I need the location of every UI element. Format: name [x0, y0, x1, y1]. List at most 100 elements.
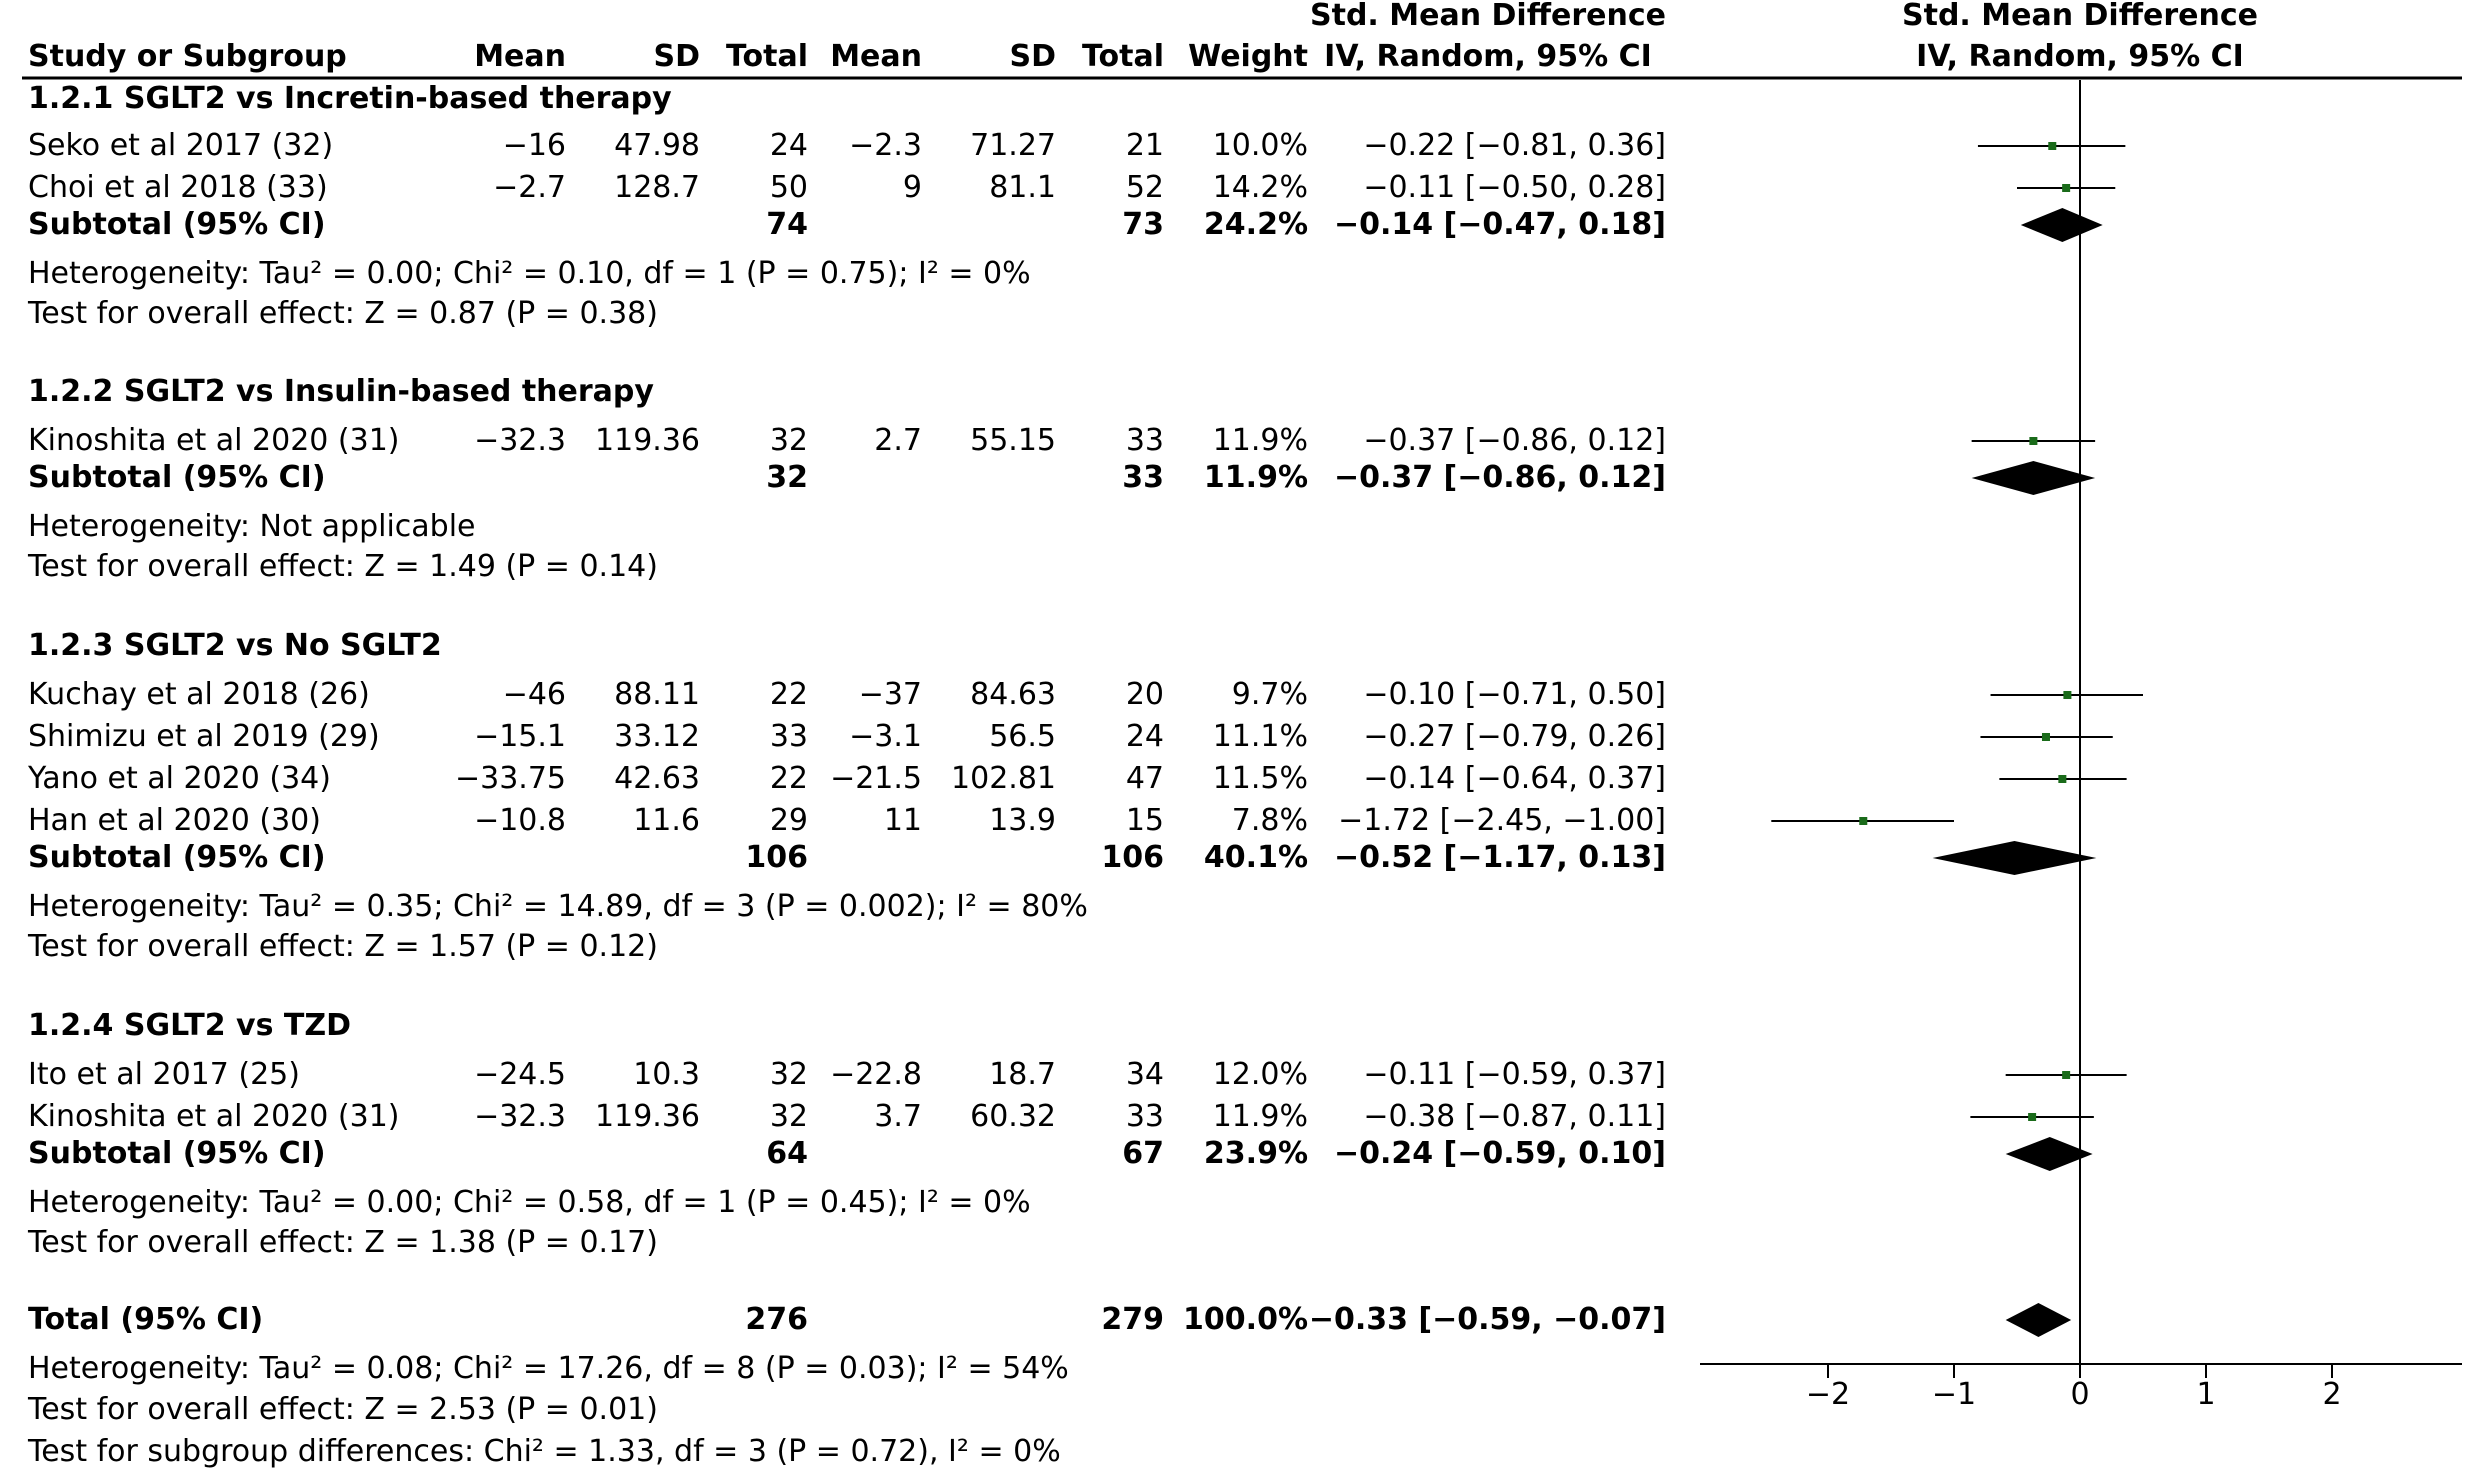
total-heterogeneity-text: Heterogeneity: Tau² = 0.08; Chi² = 17.26… — [28, 1351, 1069, 1386]
study-total-2: 52 — [1125, 170, 1164, 205]
subtotal-ci: −0.52 [−1.17, 0.13] — [1333, 840, 1666, 875]
pooled-diamond — [1971, 461, 2096, 495]
study-total-1: 50 — [769, 170, 808, 205]
study-name: Kinoshita et al 2020 (31) — [28, 1099, 400, 1134]
study-ci: −1.72 [−2.45, −1.00] — [1338, 803, 1666, 838]
subtotal-ci: −0.37 [−0.86, 0.12] — [1333, 460, 1666, 495]
study-marker — [2058, 775, 2067, 783]
study-mean-2: 9 — [902, 170, 922, 205]
subtotal-label: Subtotal (95% CI) — [28, 1136, 326, 1171]
study-sd-2: 55.15 — [970, 423, 1056, 458]
header-smd-sub: IV, Random, 95% CI — [1324, 39, 1652, 74]
study-ci: −0.11 [−0.59, 0.37] — [1363, 1057, 1666, 1092]
total-weight: 100.0% — [1183, 1302, 1308, 1337]
study-mean-1: −16 — [502, 128, 566, 163]
study-mean-1: −10.8 — [474, 803, 566, 838]
study-ci: −0.27 [−0.79, 0.26] — [1363, 719, 1666, 754]
heterogeneity-text: Heterogeneity: Tau² = 0.00; Chi² = 0.10,… — [28, 256, 1031, 291]
heterogeneity-text: Heterogeneity: Tau² = 0.35; Chi² = 14.89… — [28, 889, 1088, 924]
study-weight: 7.8% — [1231, 803, 1308, 838]
study-mean-2: 3.7 — [874, 1099, 922, 1134]
subtotal-total-1: 32 — [766, 460, 808, 495]
subtotal-label: Subtotal (95% CI) — [28, 460, 326, 495]
header-total-2: Total — [1082, 39, 1164, 74]
study-sd-2: 60.32 — [970, 1099, 1056, 1134]
study-mean-1: −15.1 — [474, 719, 566, 754]
subtotal-weight: 40.1% — [1203, 840, 1308, 875]
study-name: Yano et al 2020 (34) — [28, 761, 331, 796]
study-sd-2: 102.81 — [951, 761, 1056, 796]
study-sd-1: 33.12 — [614, 719, 700, 754]
forest-table: Std. Mean Difference IV, Random, 95% CI St… — [28, 0, 2258, 1469]
subtotal-weight: 24.2% — [1203, 207, 1308, 242]
study-mean-2: 11 — [883, 803, 922, 838]
study-mean-2: −2.3 — [849, 128, 922, 163]
pooled-diamond — [1932, 841, 2097, 875]
plot-title: Std. Mean Difference — [1902, 0, 2258, 33]
header-mean-2: Mean — [830, 39, 922, 74]
subtotal-ci: −0.24 [−0.59, 0.10] — [1333, 1136, 1666, 1171]
study-weight: 9.7% — [1231, 677, 1308, 712]
study-weight: 10.0% — [1212, 128, 1308, 163]
study-total-1: 32 — [769, 1057, 808, 1092]
x-tick-label: −2 — [1806, 1377, 1850, 1412]
subtotal-total-2: 106 — [1101, 840, 1164, 875]
study-mean-2: −21.5 — [830, 761, 922, 796]
study-sd-2: 81.1 — [989, 170, 1056, 205]
pooled-diamond — [2005, 1137, 2093, 1171]
header-smd: Std. Mean Difference — [1310, 0, 1666, 33]
study-sd-1: 119.36 — [595, 1099, 700, 1134]
header-sd-1: SD — [653, 39, 700, 74]
study-mean-2: −22.8 — [830, 1057, 922, 1092]
study-name: Choi et al 2018 (33) — [28, 170, 328, 205]
study-weight: 11.5% — [1212, 761, 1308, 796]
subgroup-title: 1.2.3 SGLT2 vs No SGLT2 — [28, 628, 442, 663]
subtotal-weight: 11.9% — [1203, 460, 1308, 495]
subgroup-differences-text: Test for subgroup differences: Chi² = 1.… — [28, 1434, 1061, 1469]
study-total-2: 15 — [1125, 803, 1164, 838]
header-weight: Weight — [1188, 39, 1308, 74]
header-sd-2: SD — [1009, 39, 1056, 74]
study-sd-1: 88.11 — [614, 677, 700, 712]
study-ci: −0.14 [−0.64, 0.37] — [1363, 761, 1666, 796]
study-mean-2: 2.7 — [874, 423, 922, 458]
study-name: Seko et al 2017 (32) — [28, 128, 334, 163]
study-marker — [2063, 691, 2072, 699]
header-study: Study or Subgroup — [28, 39, 347, 74]
study-total-2: 20 — [1125, 677, 1164, 712]
study-ci: −0.11 [−0.50, 0.28] — [1363, 170, 1666, 205]
study-ci: −0.38 [−0.87, 0.11] — [1363, 1099, 1666, 1134]
subtotal-total-2: 67 — [1122, 1136, 1164, 1171]
study-weight: 11.1% — [1212, 719, 1308, 754]
study-total-1: 22 — [769, 677, 808, 712]
study-total-1: 32 — [769, 423, 808, 458]
study-ci: −0.37 [−0.86, 0.12] — [1363, 423, 1666, 458]
study-sd-1: 11.6 — [633, 803, 700, 838]
total-ci: −0.33 [−0.59, −0.07] — [1308, 1302, 1666, 1337]
x-tick-label: 1 — [2196, 1377, 2215, 1412]
study-sd-2: 56.5 — [989, 719, 1056, 754]
overall-effect-text: Test for overall effect: Z = 1.57 (P = 0… — [28, 929, 658, 964]
study-marker — [2062, 184, 2071, 192]
total-label: Total (95% CI) — [28, 1302, 264, 1337]
study-weight: 12.0% — [1212, 1057, 1308, 1092]
study-sd-2: 84.63 — [970, 677, 1056, 712]
study-mean-1: −24.5 — [474, 1057, 566, 1092]
study-ci: −0.22 [−0.81, 0.36] — [1363, 128, 1666, 163]
study-sd-1: 10.3 — [633, 1057, 700, 1092]
study-total-2: 21 — [1125, 128, 1164, 163]
subtotal-total-2: 33 — [1122, 460, 1164, 495]
study-total-2: 34 — [1125, 1057, 1164, 1092]
total-total-2: 279 — [1101, 1302, 1164, 1337]
study-marker — [2041, 733, 2050, 741]
study-marker — [2048, 142, 2057, 150]
study-total-1: 33 — [769, 719, 808, 754]
study-total-2: 47 — [1125, 761, 1164, 796]
study-mean-1: −46 — [502, 677, 566, 712]
study-sd-1: 42.63 — [614, 761, 700, 796]
study-name: Kuchay et al 2018 (26) — [28, 677, 370, 712]
study-name: Shimizu et al 2019 (29) — [28, 719, 380, 754]
study-marker — [1859, 817, 1868, 825]
study-mean-1: −32.3 — [474, 423, 566, 458]
